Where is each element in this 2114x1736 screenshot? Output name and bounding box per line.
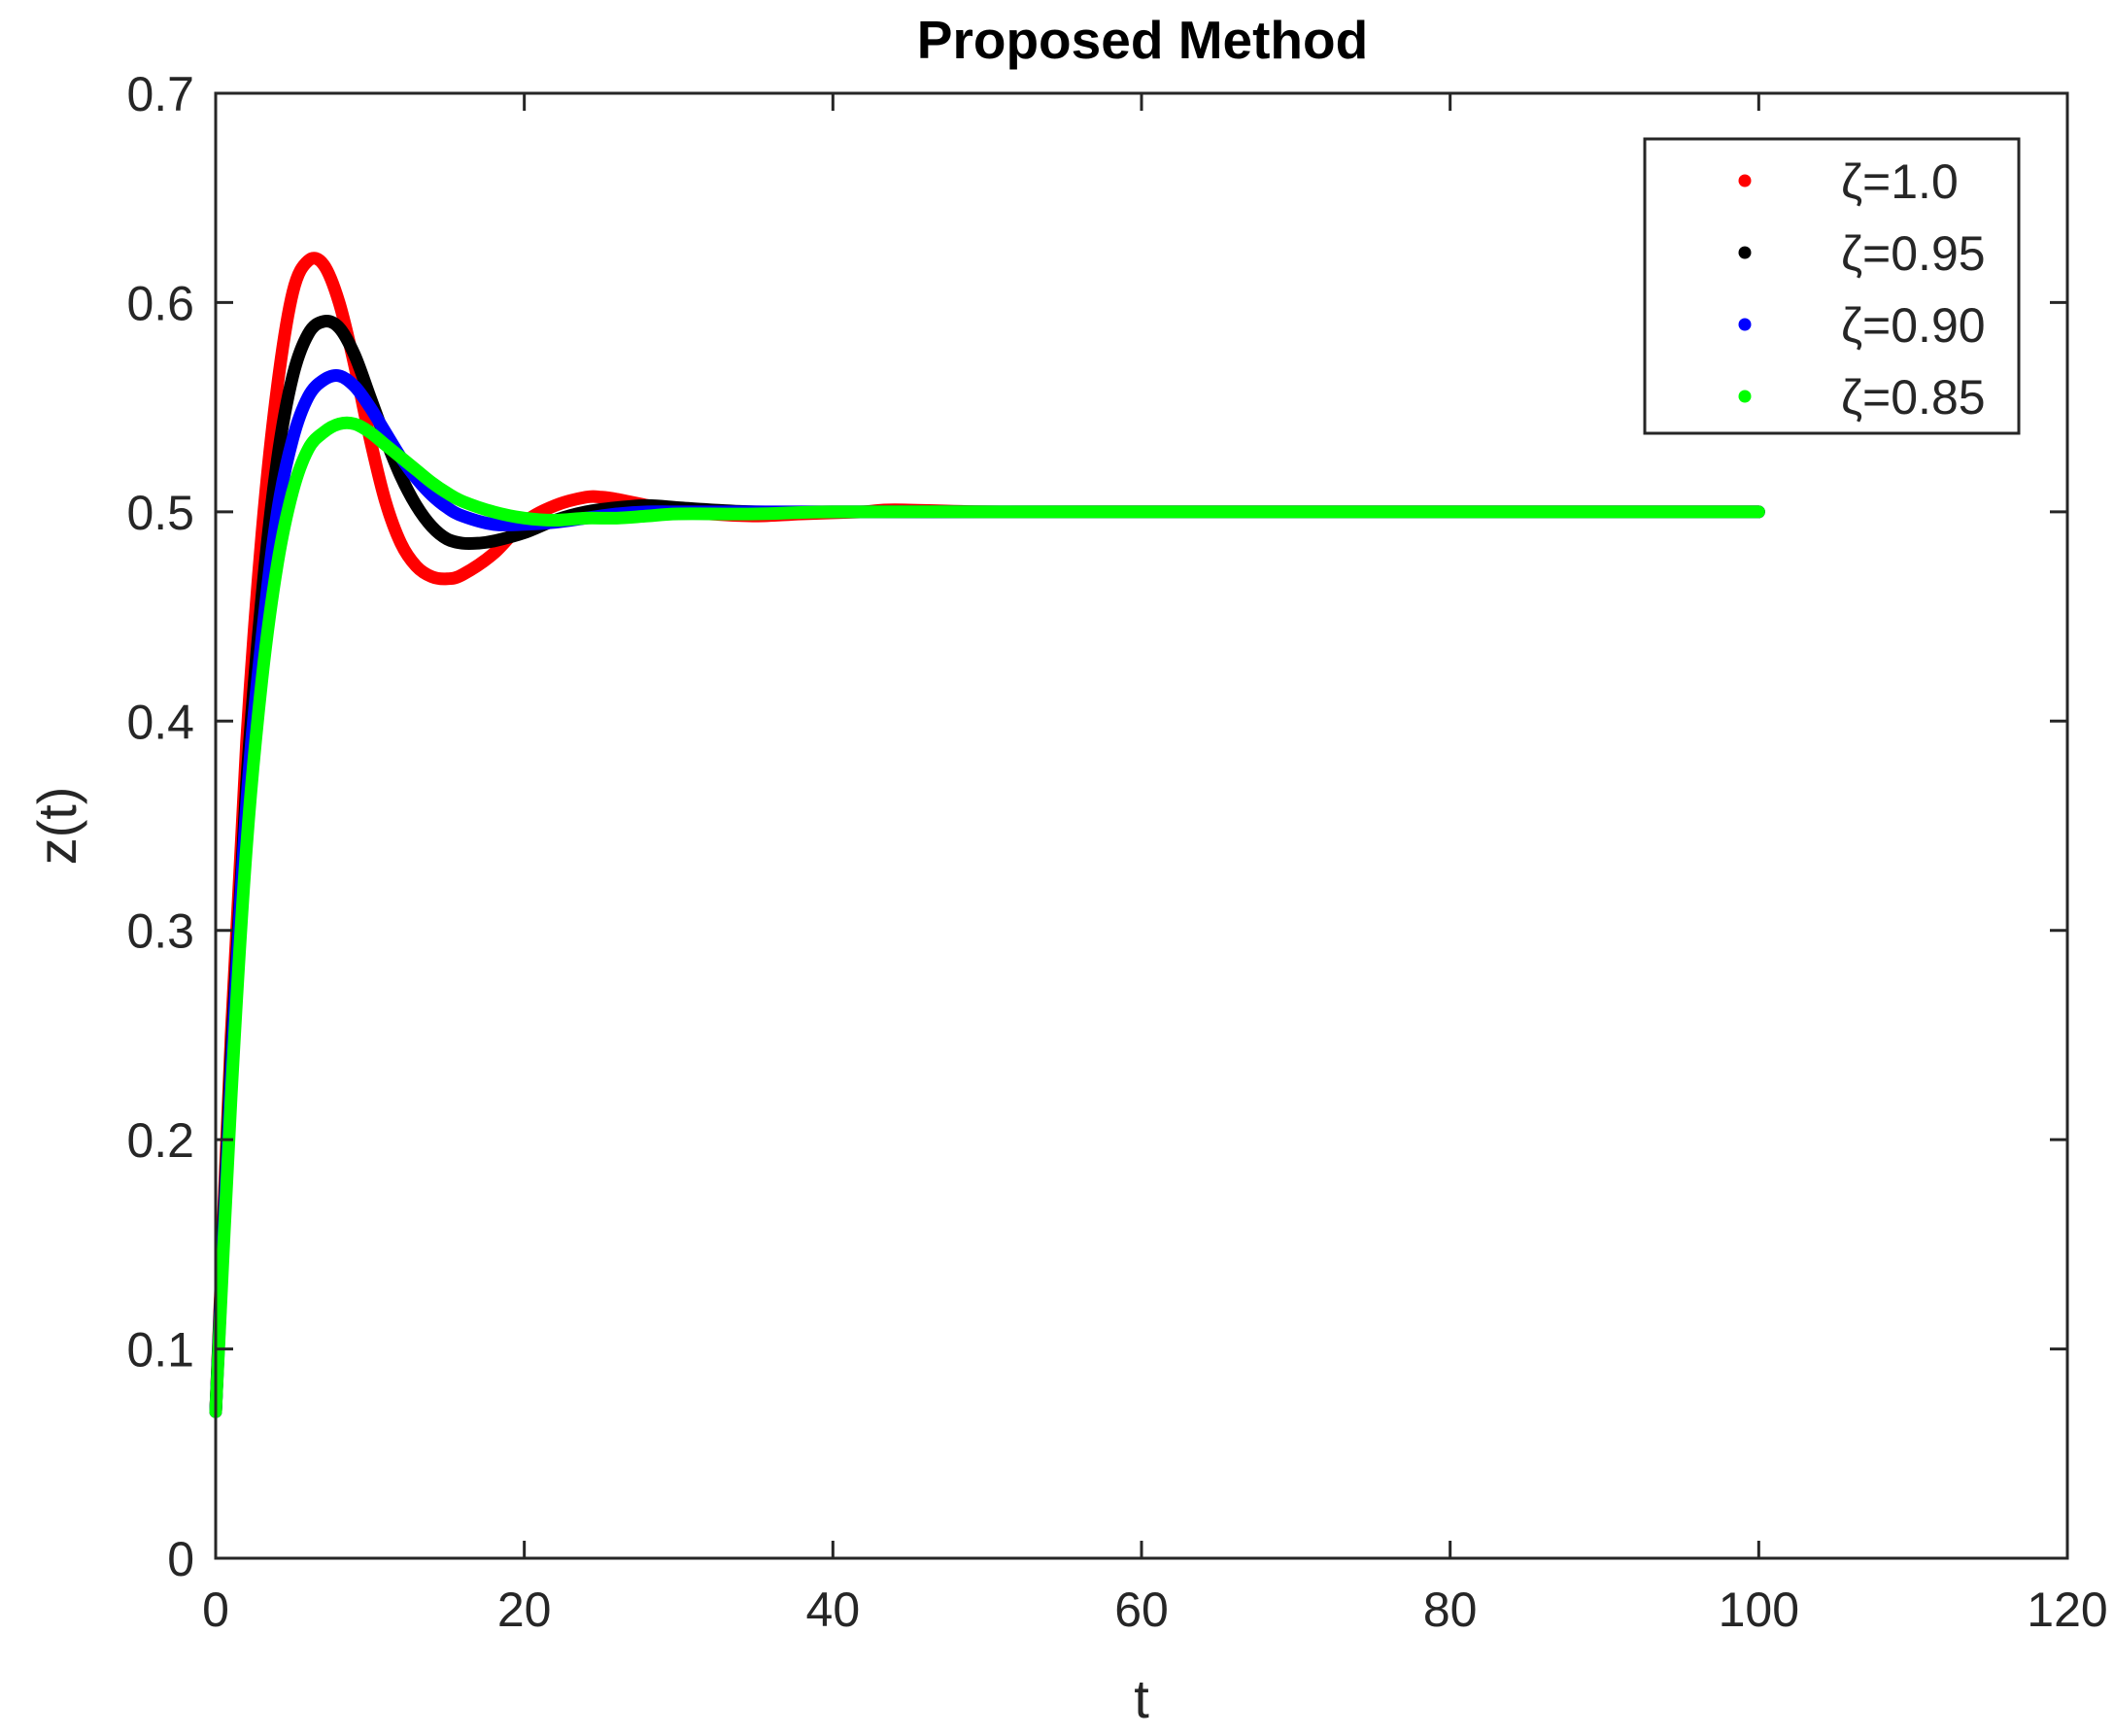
x-axis-label: t (1134, 1668, 1149, 1729)
y-tick-label: 0.7 (126, 67, 194, 121)
y-tick-label: 0.6 (126, 276, 194, 330)
legend-label: ζ=1.0 (1841, 154, 1959, 209)
legend-marker (1738, 390, 1752, 403)
legend-box (1643, 137, 2021, 435)
legend-marker (1738, 246, 1752, 259)
legend-label: ζ=0.85 (1841, 370, 1986, 425)
y-tick-label: 0 (167, 1532, 194, 1586)
legend-label: ζ=0.95 (1841, 226, 1986, 281)
x-tick-label: 80 (1423, 1583, 1478, 1637)
legend-marker (1738, 318, 1752, 331)
y-tick-label: 0.4 (126, 695, 194, 749)
x-tick-labels: 0 20 40 60 80 100 120 (202, 1583, 2108, 1637)
series-layer (209, 252, 1765, 1418)
y-tick-label: 0.5 (126, 486, 194, 540)
x-tick-label: 120 (2027, 1583, 2107, 1637)
x-tick-label: 20 (497, 1583, 552, 1637)
series-line-4 (209, 416, 1765, 1418)
x-tick-label: 100 (1719, 1583, 1799, 1637)
axes-box (214, 91, 2069, 1560)
x-tick-label: 60 (1114, 1583, 1169, 1637)
legend: ζ=1.0 ζ=0.95 ζ=0.90 ζ=0.85 (1643, 137, 2021, 435)
y-axis-label: z(t) (26, 787, 87, 866)
y-tick-label: 0.2 (126, 1113, 194, 1168)
y-tick-label: 0.1 (126, 1323, 194, 1378)
x-tick-label: 0 (202, 1583, 229, 1637)
y-tick-label: 0.3 (126, 904, 194, 959)
y-tick-labels: 0 0.1 0.2 0.3 0.4 0.5 0.6 0.7 (126, 67, 194, 1586)
legend-label: ζ=0.90 (1841, 298, 1986, 353)
legend-marker (1738, 174, 1752, 187)
chart-title: Proposed Method (917, 10, 1368, 70)
x-tick-label: 40 (806, 1583, 861, 1637)
